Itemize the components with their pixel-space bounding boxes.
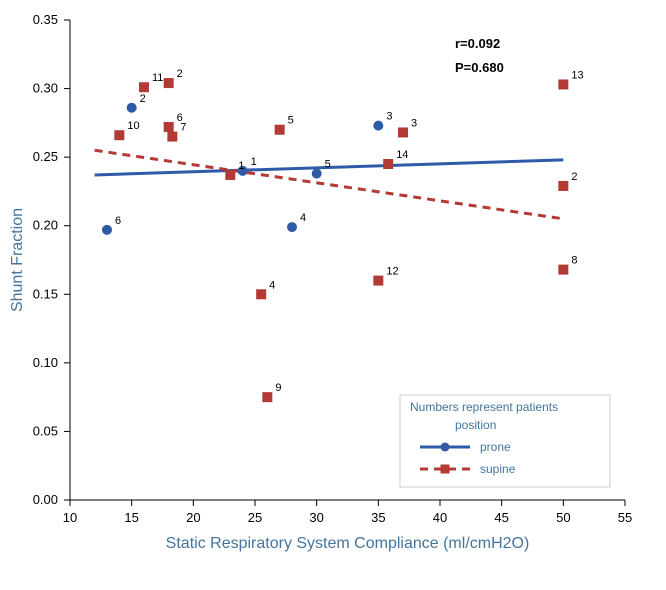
chart-container: { "chart": { "type": "scatter", "width":… (0, 0, 666, 585)
legend-label-prone: prone (480, 440, 511, 454)
point-label: 14 (396, 149, 408, 161)
point-label: 9 (275, 382, 281, 394)
point-label: 10 (127, 120, 139, 132)
y-tick-label: 0.20 (33, 218, 58, 233)
point-label: 2 (177, 68, 183, 80)
point-supine (168, 132, 177, 141)
legend-marker-supine (441, 465, 450, 474)
point-supine (275, 125, 284, 134)
point-label: 12 (386, 266, 398, 278)
point-label: 11 (152, 72, 163, 84)
y-tick-label: 0.00 (33, 492, 58, 507)
point-label: 1 (238, 160, 244, 172)
point-supine (559, 181, 568, 190)
point-label: 6 (115, 215, 121, 227)
point-supine (115, 131, 124, 140)
point-prone (312, 169, 321, 178)
point-prone (288, 223, 297, 232)
point-supine (559, 80, 568, 89)
y-tick-label: 0.05 (33, 423, 58, 438)
scatter-chart: 101520253035404550550.000.050.100.150.20… (0, 0, 666, 585)
y-tick-label: 0.25 (33, 149, 58, 164)
x-tick-label: 10 (63, 510, 77, 525)
point-supine (374, 276, 383, 285)
point-label: 1 (251, 156, 257, 168)
stats-annotation: r=0.092 (455, 36, 500, 51)
point-supine (559, 265, 568, 274)
x-tick-label: 25 (248, 510, 262, 525)
point-label: 4 (269, 279, 275, 291)
point-label: 3 (411, 117, 417, 129)
x-axis-label: Static Respiratory System Compliance (ml… (166, 535, 530, 552)
point-supine (263, 393, 272, 402)
point-prone (127, 103, 136, 112)
point-supine (399, 128, 408, 137)
x-tick-label: 20 (186, 510, 200, 525)
point-label: 5 (288, 115, 294, 127)
point-supine (164, 122, 173, 131)
point-label: 7 (180, 122, 186, 134)
x-tick-label: 15 (124, 510, 138, 525)
point-prone (374, 121, 383, 130)
point-label: 5 (325, 159, 331, 171)
x-tick-label: 35 (371, 510, 385, 525)
point-label: 3 (386, 111, 392, 123)
legend-subtitle: position (455, 418, 496, 432)
point-label: 4 (300, 212, 306, 224)
point-label: 2 (571, 171, 577, 183)
x-tick-label: 30 (309, 510, 323, 525)
point-label: 2 (140, 93, 146, 105)
point-prone (103, 225, 112, 234)
point-supine (384, 160, 393, 169)
legend-title: Numbers represent patients (410, 400, 558, 414)
point-supine (257, 290, 266, 299)
y-tick-label: 0.10 (33, 355, 58, 370)
point-supine (140, 83, 149, 92)
x-tick-label: 50 (556, 510, 570, 525)
y-tick-label: 0.35 (33, 12, 58, 27)
x-tick-label: 40 (433, 510, 447, 525)
legend-label-supine: supine (480, 462, 516, 476)
x-tick-label: 45 (494, 510, 508, 525)
y-axis-label: Shunt Fraction (9, 208, 26, 312)
legend-marker-prone (441, 443, 450, 452)
point-label: 13 (571, 69, 583, 81)
x-tick-label: 55 (618, 510, 632, 525)
stats-annotation: P=0.680 (455, 60, 504, 75)
point-supine (226, 170, 235, 179)
y-tick-label: 0.15 (33, 286, 58, 301)
point-supine (164, 79, 173, 88)
point-label: 8 (571, 255, 577, 267)
y-tick-label: 0.30 (33, 81, 58, 96)
